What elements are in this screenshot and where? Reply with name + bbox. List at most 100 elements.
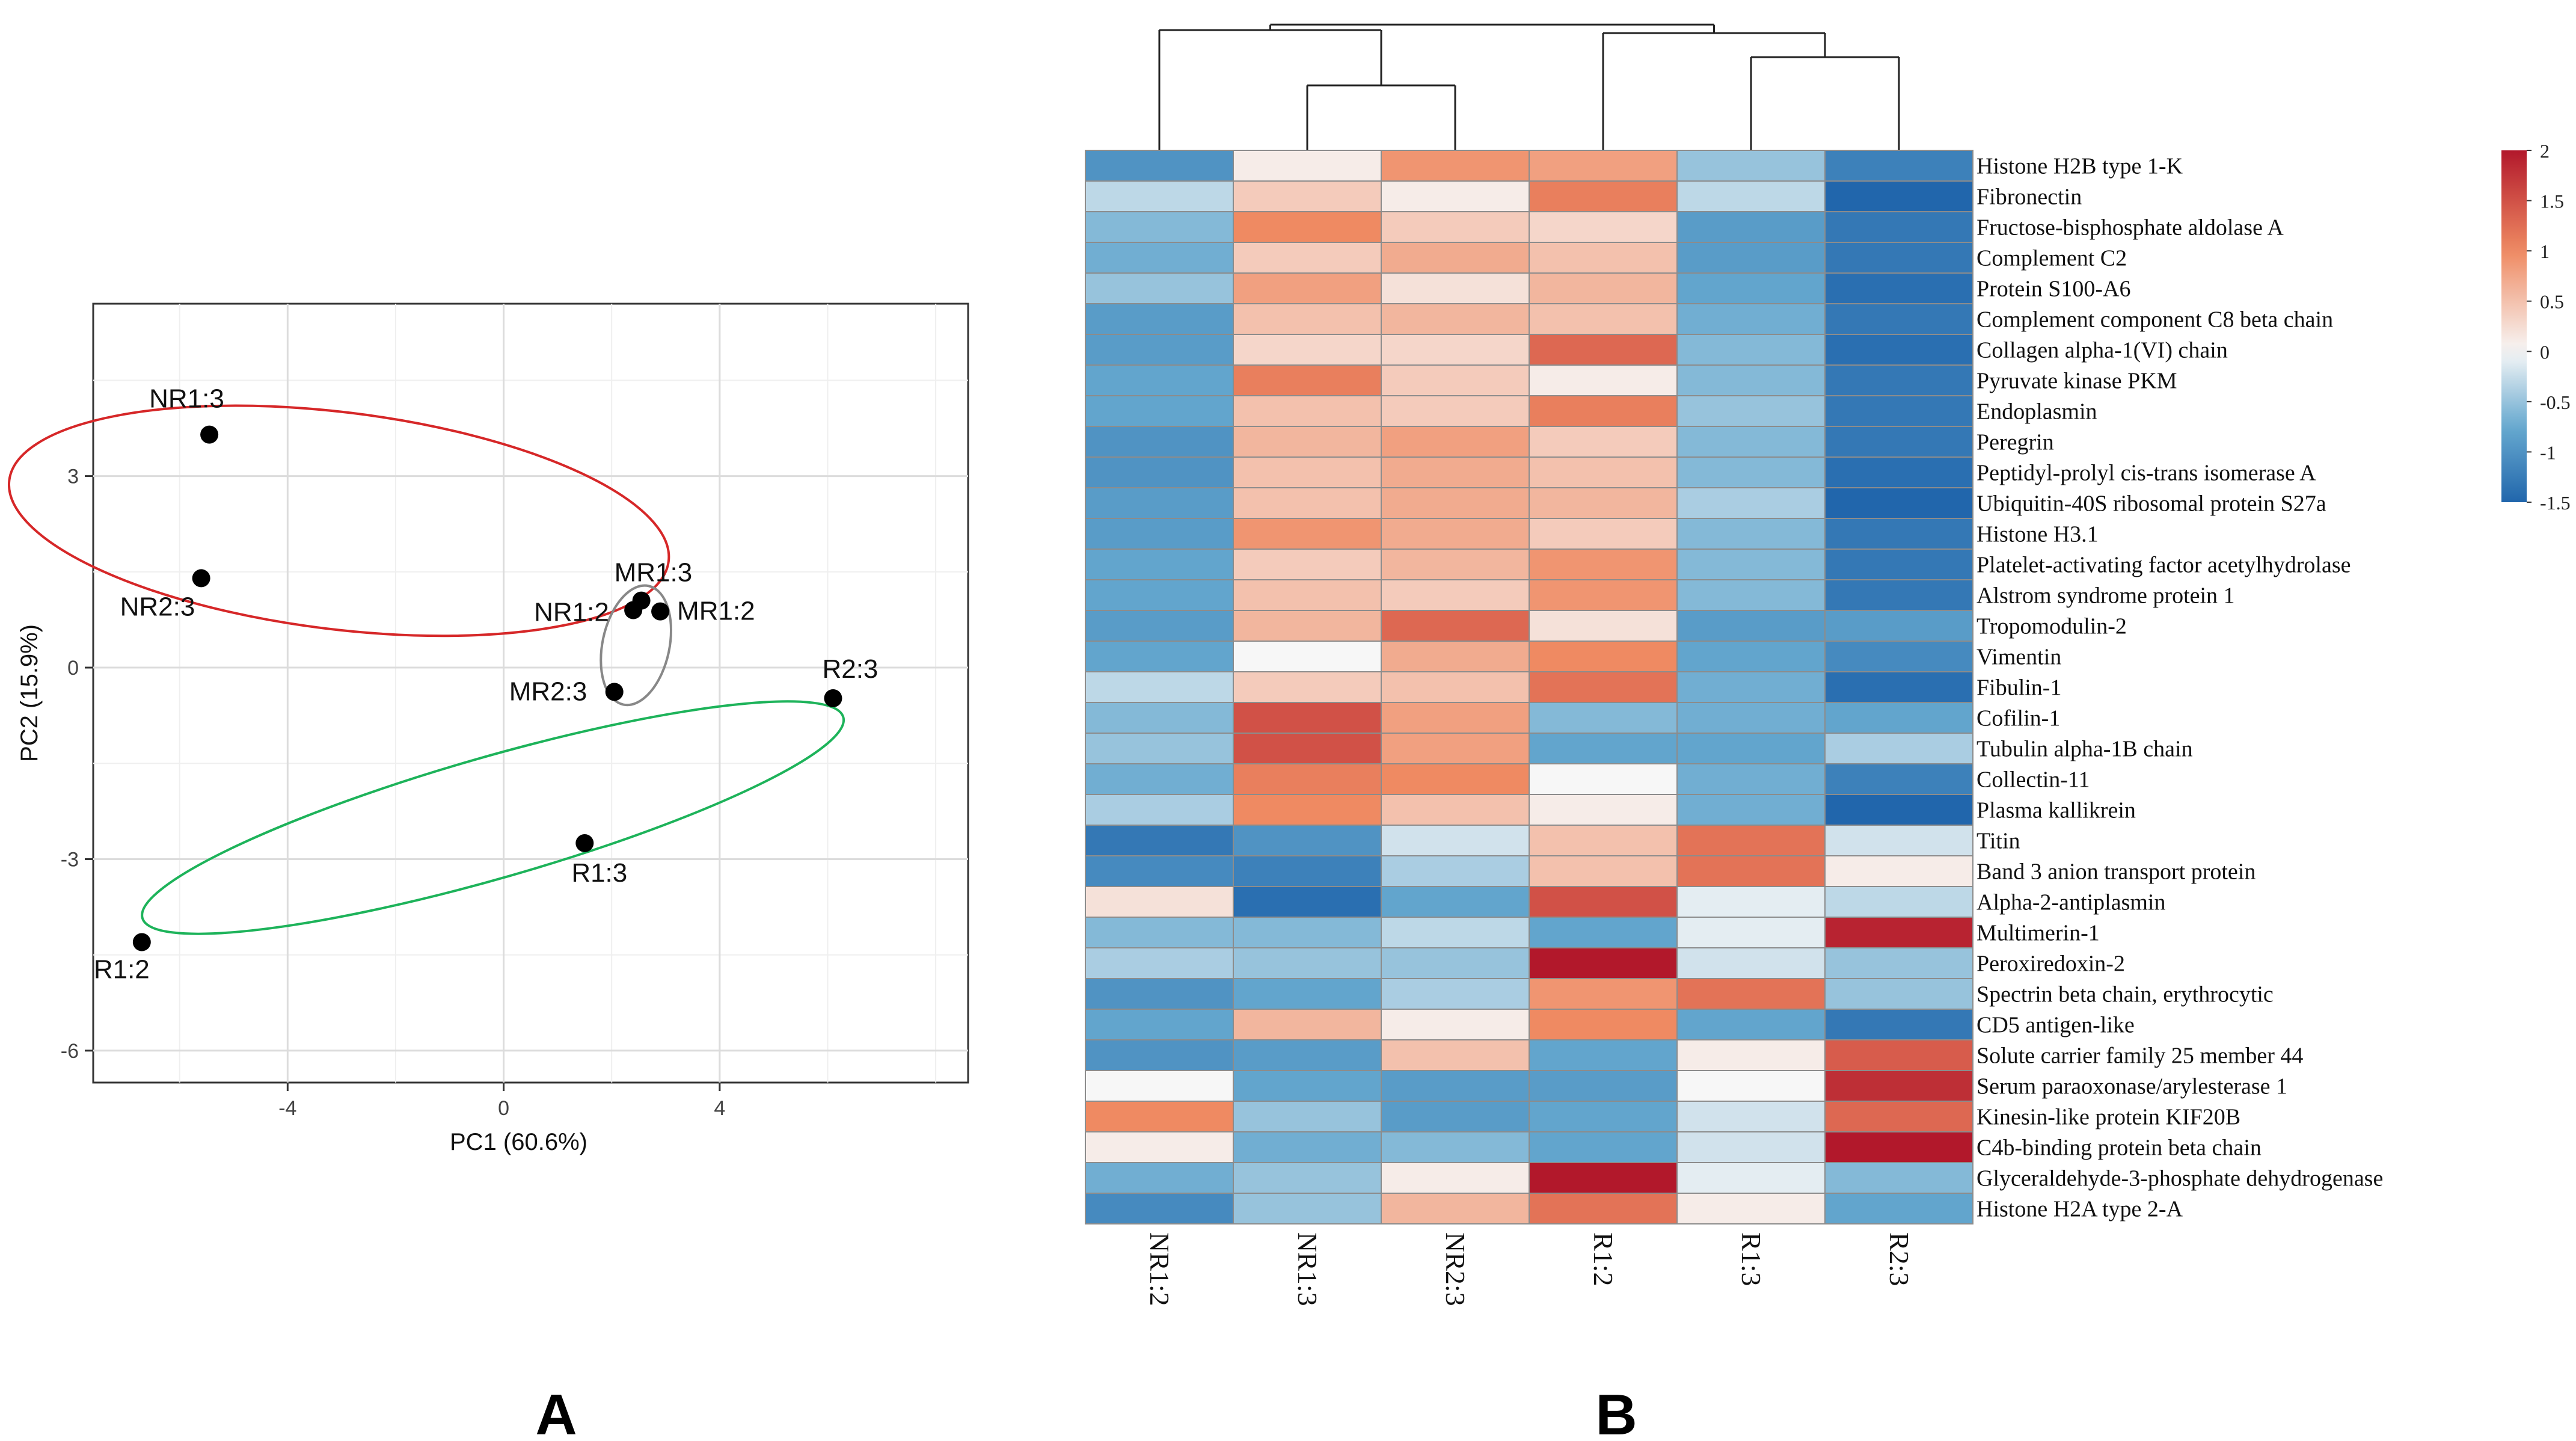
row-label-cd5-antigen-like: CD5 antigen-like xyxy=(1976,1013,2135,1038)
heatmap-cell-r3-c4 xyxy=(1676,242,1826,274)
heatmap-cell-r8-c4 xyxy=(1676,395,1826,427)
column-label-nr1-2: NR1:2 xyxy=(1144,1232,1175,1306)
point-label-r1-2: R1:2 xyxy=(94,954,150,984)
heatmap-cell-r11-c3 xyxy=(1529,487,1678,519)
heatmap-cell-r23-c5 xyxy=(1824,855,1973,887)
heatmap-cell-r7-c3 xyxy=(1529,364,1678,396)
heatmap-cell-r19-c0 xyxy=(1085,733,1234,764)
pca-ellipses xyxy=(7,404,845,935)
point-label-nr1-3: NR1:3 xyxy=(149,384,224,414)
heatmap-cell-r21-c0 xyxy=(1085,794,1234,826)
heatmap-cell-r8-c5 xyxy=(1824,395,1973,427)
legend-tick-label: 0.5 xyxy=(2540,291,2564,313)
heatmap-cell-r18-c5 xyxy=(1824,702,1973,734)
column-label-r1-3: R1:3 xyxy=(1736,1232,1767,1286)
heatmap-cell-r9-c4 xyxy=(1676,426,1826,458)
heatmap-cell-r10-c3 xyxy=(1529,456,1678,488)
heatmap-cell-r14-c0 xyxy=(1085,579,1234,611)
row-label-solute-carrier-family-25-member-44: Solute carrier family 25 member 44 xyxy=(1976,1043,2303,1069)
heatmap-cell-r34-c4 xyxy=(1676,1193,1826,1224)
point-label-r1-3: R1:3 xyxy=(571,858,627,888)
heatmap-cell-r10-c0 xyxy=(1085,456,1234,488)
heatmap-cell-r20-c4 xyxy=(1676,763,1826,795)
heatmap-cell-r12-c0 xyxy=(1085,518,1234,550)
heatmap-cell-r20-c1 xyxy=(1233,763,1382,795)
heatmap-cell-r34-c1 xyxy=(1233,1193,1382,1224)
heatmap-cell-r22-c0 xyxy=(1085,825,1234,856)
heatmap-cell-r11-c5 xyxy=(1824,487,1973,519)
heatmap-cell-r8-c1 xyxy=(1233,395,1382,427)
heatmap-cell-r31-c3 xyxy=(1529,1101,1678,1132)
legend-tick-label: 1.5 xyxy=(2540,191,2564,212)
heatmap-cell-r0-c3 xyxy=(1529,150,1678,182)
row-label-fructose-bisphosphate-aldolase-a: Fructose-bisphosphate aldolase A xyxy=(1976,215,2284,241)
legend-tick-label: 2 xyxy=(2540,140,2550,162)
row-label-multimerin-1: Multimerin-1 xyxy=(1976,921,2100,946)
row-label-vimentin: Vimentin xyxy=(1976,645,2061,670)
ellipse-mr xyxy=(600,584,673,707)
heatmap-cell-r28-c0 xyxy=(1085,1009,1234,1040)
heatmap-cell-r20-c3 xyxy=(1529,763,1678,795)
point-r2-3 xyxy=(824,689,842,707)
heatmap-cell-r33-c1 xyxy=(1233,1162,1382,1194)
heatmap-cell-r33-c0 xyxy=(1085,1162,1234,1194)
heatmap-cell-r11-c4 xyxy=(1676,487,1826,519)
heatmap-panel: Histone H2B type 1-K Fibronectin Fructose-… xyxy=(1085,23,2571,1441)
heatmap-cell-r29-c0 xyxy=(1085,1039,1234,1071)
point-r1-3 xyxy=(575,834,594,852)
panel-label-b: B xyxy=(1595,1383,1637,1441)
heatmap-cell-r26-c2 xyxy=(1381,947,1530,979)
heatmap-cell-r10-c2 xyxy=(1381,456,1530,488)
heatmap-cell-r5-c1 xyxy=(1233,303,1382,335)
heatmap-cell-r28-c1 xyxy=(1233,1009,1382,1040)
heatmap-cell-r6-c0 xyxy=(1085,334,1234,366)
heatmap-cell-r0-c0 xyxy=(1085,150,1234,182)
heatmap-cell-r24-c0 xyxy=(1085,886,1234,918)
x-tick-label: 4 xyxy=(714,1097,725,1120)
row-label-spectrin-beta-chain-erythrocytic: Spectrin beta chain, erythrocytic xyxy=(1976,982,2274,1007)
heatmap-cell-r28-c3 xyxy=(1529,1009,1678,1040)
heatmap-cell-r34-c5 xyxy=(1824,1193,1973,1224)
heatmap-cell-r25-c1 xyxy=(1233,917,1382,948)
heatmap-cell-r13-c3 xyxy=(1529,548,1678,580)
heatmap-cell-r8-c3 xyxy=(1529,395,1678,427)
heatmap-cell-r6-c5 xyxy=(1824,334,1973,366)
row-label-cofilin-1: Cofilin-1 xyxy=(1976,706,2060,731)
heatmap-cell-r21-c3 xyxy=(1529,794,1678,826)
heatmap-cell-r30-c5 xyxy=(1824,1070,1973,1102)
heatmap-cell-r14-c5 xyxy=(1824,579,1973,611)
heatmap-cell-r5-c2 xyxy=(1381,303,1530,335)
heatmap-cell-r30-c3 xyxy=(1529,1070,1678,1102)
heatmap-cell-r9-c5 xyxy=(1824,426,1973,458)
row-label-platelet-activating-factor-acetylhydrolase: Platelet-activating factor acetylhydrola… xyxy=(1976,553,2351,578)
pca-tick-labels: -4 0 4 -6 -3 0 3 xyxy=(61,465,726,1120)
heatmap-cell-r17-c3 xyxy=(1529,671,1678,703)
pca-x-axis-label: PC1 (60.6%) xyxy=(450,1129,587,1155)
heatmap-cell-r5-c0 xyxy=(1085,303,1234,335)
heatmap-cell-r26-c3 xyxy=(1529,947,1678,979)
heatmap-cell-r10-c4 xyxy=(1676,456,1826,488)
heatmap-cell-r12-c2 xyxy=(1381,518,1530,550)
heatmap-cell-r22-c4 xyxy=(1676,825,1826,856)
point-nr2-3 xyxy=(192,569,210,588)
column-label-nr2-3: NR2:3 xyxy=(1440,1232,1471,1306)
heatmap-cell-r0-c1 xyxy=(1233,150,1382,182)
heatmap-cell-r26-c1 xyxy=(1233,947,1382,979)
heatmap-cell-r11-c2 xyxy=(1381,487,1530,519)
heatmap-cell-r24-c4 xyxy=(1676,886,1826,918)
heatmap-cell-r17-c5 xyxy=(1824,671,1973,703)
heatmap-cell-r1-c0 xyxy=(1085,180,1234,212)
heatmap-cell-r21-c1 xyxy=(1233,794,1382,826)
heatmap-cell-r28-c4 xyxy=(1676,1009,1826,1040)
point-label-mr1-3: MR1:3 xyxy=(615,558,693,588)
row-label-c4b-binding-protein-beta-chain: C4b-binding protein beta chain xyxy=(1976,1135,2262,1161)
heatmap-cell-r30-c1 xyxy=(1233,1070,1382,1102)
heatmap-cell-r2-c5 xyxy=(1824,211,1973,243)
row-label-histone-h2a-type-2-a: Histone H2A type 2-A xyxy=(1976,1197,2183,1222)
heatmap-cell-r23-c4 xyxy=(1676,855,1826,887)
heatmap-cell-r9-c2 xyxy=(1381,426,1530,458)
heatmap-cell-r24-c3 xyxy=(1529,886,1678,918)
row-label-plasma-kallikrein: Plasma kallikrein xyxy=(1976,798,2136,823)
